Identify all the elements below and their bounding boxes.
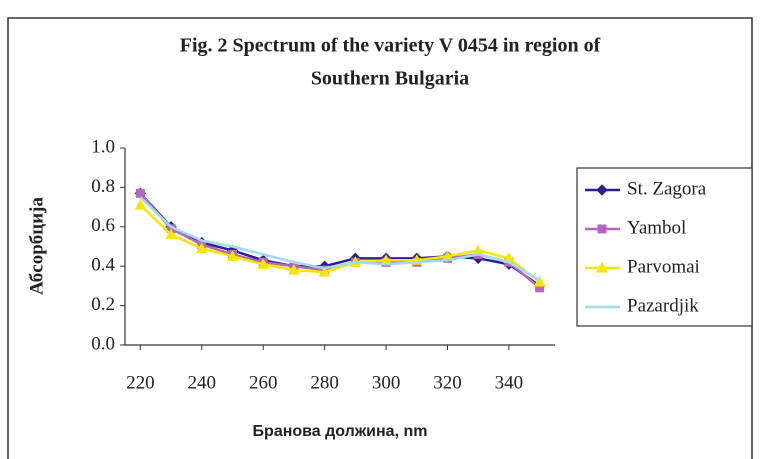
point [533,275,546,287]
y-tick-label: 0.0 [91,333,115,354]
point [134,199,147,210]
legend-marker [597,224,607,234]
x-tick-label: 220 [126,372,155,393]
point [226,250,239,261]
legend-label: Parvomai [627,256,700,277]
y-tick-label: 0.2 [91,294,115,315]
x-axis-label: Бранова должина, nm [253,423,428,440]
y-tick-label: 1.0 [91,136,115,157]
legend-label: St. Zagora [627,178,707,199]
legend-label: Pazardjik [627,295,699,316]
point [195,242,208,253]
point [318,266,331,277]
series-line [139,196,541,282]
x-tick-label: 300 [372,372,401,393]
y-axis-label: Абсорбција [26,197,47,295]
point [257,258,270,269]
series-line [139,204,541,283]
legend-box [576,167,753,327]
chart-title: Fig. 2 Spectrum of the variety V 0454 in… [180,35,601,57]
legend-marker [596,261,608,273]
point [288,264,300,275]
y-tick-label: 0.6 [91,215,115,236]
y-tick-label: 0.4 [91,255,115,276]
point [165,228,177,240]
legend-marker [596,184,608,196]
y-tick-label: 0.8 [91,176,115,197]
x-tick-label: 240 [188,372,217,393]
point [135,188,145,198]
x-tick-label: 260 [249,372,278,393]
legend-label: Yambol [627,217,686,238]
x-tick-label: 280 [310,372,339,393]
chart-title: Southern Bulgaria [311,68,469,90]
x-tick-label: 340 [495,372,524,393]
x-tick-label: 320 [433,372,462,393]
